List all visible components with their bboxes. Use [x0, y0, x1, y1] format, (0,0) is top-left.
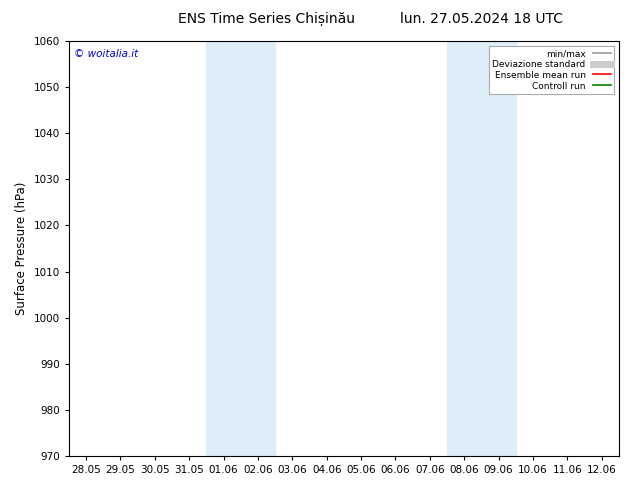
Bar: [447, 41, 516, 456]
Bar: [207, 41, 275, 456]
Legend: min/max, Deviazione standard, Ensemble mean run, Controll run: min/max, Deviazione standard, Ensemble m…: [489, 46, 614, 94]
Text: © woitalia.it: © woitalia.it: [74, 49, 139, 59]
Y-axis label: Surface Pressure (hPa): Surface Pressure (hPa): [15, 182, 28, 315]
Text: ENS Time Series Chișinău: ENS Time Series Chișinău: [178, 12, 355, 26]
Text: lun. 27.05.2024 18 UTC: lun. 27.05.2024 18 UTC: [400, 12, 564, 26]
